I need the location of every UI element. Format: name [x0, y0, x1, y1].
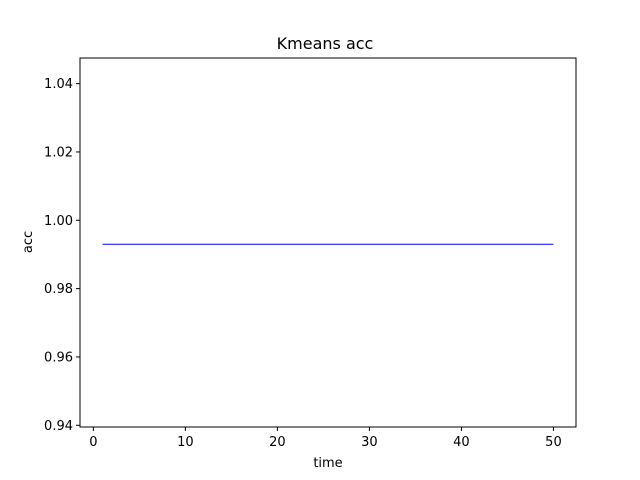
x-tick-label: 30 — [361, 435, 378, 450]
chart-title: Kmeans acc — [277, 34, 374, 53]
y-tick-label: 0.96 — [44, 350, 73, 365]
y-tick-label: 0.98 — [44, 282, 73, 297]
axis-ticks: 0 10 20 30 40 50 0.94 0.96 0.98 1.00 1.02 1.04 — [44, 77, 562, 450]
x-tick-label: 20 — [269, 435, 286, 450]
y-tick-label: 1.02 — [44, 145, 73, 160]
y-axis-label: acc — [21, 231, 36, 253]
y-tick-label: 1.00 — [44, 214, 73, 229]
x-tick-label: 10 — [177, 435, 194, 450]
x-tick-label: 50 — [545, 435, 562, 450]
y-tick-label: 0.94 — [44, 419, 73, 434]
x-tick-label: 0 — [89, 435, 97, 450]
x-axis-label: time — [313, 456, 342, 471]
x-tick-label: 40 — [453, 435, 470, 450]
axes-frame — [79, 57, 577, 428]
y-tick-label: 1.04 — [44, 77, 73, 92]
plot-area — [79, 57, 577, 428]
